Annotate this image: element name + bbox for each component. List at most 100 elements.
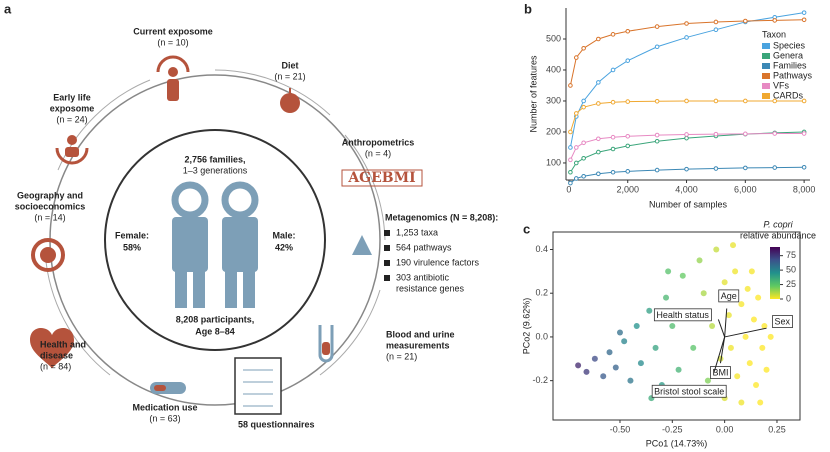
colorbar-title: P. copri	[763, 219, 793, 229]
age: Age 8–84	[195, 326, 235, 336]
scatter-point	[679, 272, 686, 279]
colorbar-tick-label: 50	[786, 264, 796, 274]
scatter-point	[646, 307, 653, 314]
series-point	[684, 98, 689, 104]
legend-label: CARDs	[773, 90, 804, 100]
series-point	[610, 134, 616, 140]
scatter-point	[725, 312, 732, 319]
legend-swatch	[762, 93, 770, 99]
series-point	[581, 156, 586, 161]
x-tick-label: -0.25	[662, 424, 683, 434]
series-point	[610, 99, 616, 105]
legend-label: Pathways	[773, 70, 813, 80]
scatter-point	[637, 360, 644, 367]
series-point	[772, 18, 778, 23]
scatter-point	[665, 268, 672, 275]
factor-n: (n = 10)	[157, 37, 188, 47]
scatter-point	[761, 323, 768, 329]
series-point	[801, 10, 807, 15]
series-point	[743, 165, 748, 171]
scatter-point	[721, 279, 728, 286]
scatter-point	[734, 373, 741, 380]
series-point	[568, 157, 573, 163]
series-point	[801, 98, 807, 104]
series-point	[625, 58, 631, 63]
series-point	[743, 18, 748, 24]
questionnaire-icon	[234, 357, 282, 415]
inner-circle	[104, 129, 326, 351]
series-point	[625, 143, 631, 149]
y-tick-label: 0.2	[535, 288, 548, 298]
legend-label: Families	[773, 60, 807, 70]
scatter-point	[700, 290, 707, 297]
scatter-point	[627, 377, 634, 384]
scatter-point	[652, 344, 659, 351]
scatter-point	[606, 349, 613, 356]
questionnaires: 58 questionnaires	[238, 419, 315, 429]
factor-label: measurements	[386, 340, 450, 350]
loading-arrow	[717, 319, 726, 338]
factor-label: Current exposome	[133, 26, 213, 36]
scatter-point	[633, 323, 640, 329]
series-point	[772, 98, 778, 104]
bullet	[384, 275, 390, 281]
series-point	[684, 166, 689, 172]
metagenomics-item: 1,253 taxa	[396, 227, 438, 237]
scatter-point	[696, 257, 703, 264]
series-point	[625, 99, 631, 104]
series-point	[568, 180, 573, 186]
arrow-label-text: BMI	[712, 368, 728, 378]
outer-arcs	[44, 69, 386, 376]
series-point	[573, 111, 579, 116]
factor-label: Diet	[281, 60, 298, 70]
series-point	[596, 36, 601, 42]
y-tick-label: 100	[546, 157, 561, 167]
series-point	[654, 98, 660, 104]
scatter-point	[690, 344, 697, 351]
series-point	[654, 24, 660, 29]
x-tick-label: 8,000	[793, 184, 816, 194]
factor-n: (n = 84)	[40, 361, 71, 371]
series-point	[568, 169, 573, 175]
plot-frame	[552, 231, 801, 421]
series-point	[625, 169, 631, 174]
series-point	[684, 21, 689, 26]
female: Female:	[115, 230, 149, 240]
series-point	[713, 166, 719, 171]
scatter-point	[600, 373, 607, 380]
x-tick-label: 4,000	[675, 184, 698, 194]
series-point	[573, 55, 579, 60]
scatter-point	[616, 329, 623, 336]
scatter-point	[742, 333, 749, 340]
legend-swatch	[762, 53, 770, 59]
series-point	[625, 28, 631, 34]
arrow-label-box	[710, 366, 731, 379]
series-point	[684, 135, 689, 141]
scatter-point	[738, 301, 745, 308]
metagenomics-title: Metagenomics (N = 8,208):	[385, 212, 498, 222]
x-tick-label: -0.50	[610, 424, 631, 434]
y-tick-label: 300	[546, 95, 561, 105]
factor-n: (n = 63)	[149, 413, 180, 423]
series-point	[573, 145, 579, 150]
panel-letter: b	[524, 1, 532, 16]
y-tick-label: 500	[546, 33, 561, 43]
metagenomics-icon	[352, 235, 372, 255]
colorbar-tick-label: 75	[786, 250, 796, 260]
y-axis-label: Number of features	[528, 55, 538, 133]
y-axis-label: PCo2 (9.62%)	[521, 298, 531, 355]
factor-label: exposome	[50, 103, 95, 113]
bullet	[384, 245, 390, 251]
factor-label: Anthropometrics	[342, 137, 415, 147]
factor-icons	[30, 55, 423, 394]
scatter-point	[753, 382, 760, 389]
series-point	[581, 140, 586, 146]
series-point	[654, 138, 660, 144]
x-tick-label: 6,000	[734, 184, 757, 194]
panel-letter: c	[523, 221, 530, 236]
bullet	[384, 230, 390, 236]
male: Male:	[272, 230, 295, 240]
x-tick-label: 0.25	[768, 424, 786, 434]
factor-label: disease	[40, 350, 73, 360]
scatter-point	[669, 323, 676, 329]
